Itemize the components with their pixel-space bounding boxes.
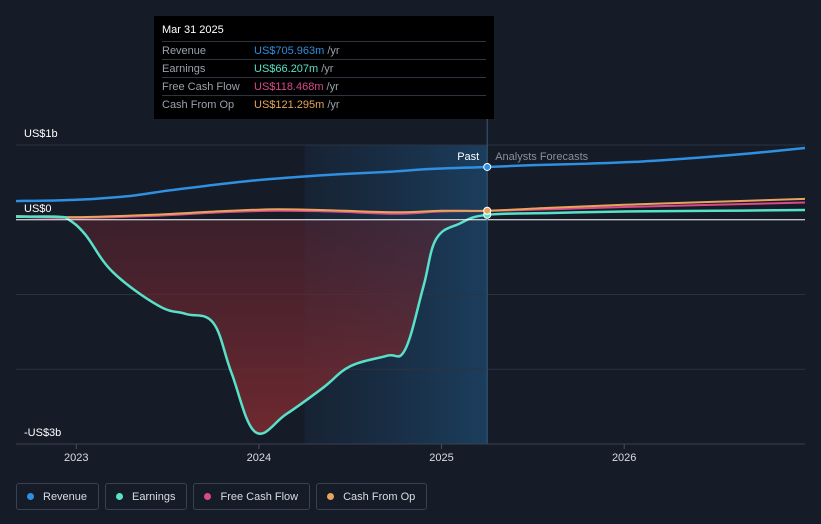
legend-label: Cash From Op	[343, 490, 416, 503]
tooltip-row-label: Cash From Op	[162, 98, 235, 111]
series-line-revenue	[15, 146, 806, 203]
earnings-negative-area	[16, 218, 488, 434]
tooltip-row-unit: /yr	[321, 62, 334, 75]
tooltip-row-label: Revenue	[162, 44, 207, 57]
legend-dot-icon	[27, 493, 34, 500]
tooltip-row-label: Earnings	[162, 62, 206, 75]
y-tick-label: US$1b	[24, 128, 58, 140]
series-line-free-cash-flow	[15, 201, 806, 219]
tooltip-row-label: Free Cash Flow	[162, 80, 240, 93]
y-tick-label: -US$3b	[24, 427, 61, 439]
legend-item-earnings[interactable]: Earnings	[105, 483, 188, 510]
legend-item-free-cash-flow[interactable]: Free Cash Flow	[193, 483, 311, 510]
tooltip-row-value: US$66.207m	[254, 62, 319, 75]
series-line-earnings	[15, 208, 806, 435]
tooltip-row: Revenue US$705.963m/yr	[162, 41, 486, 59]
legend-dot-icon	[327, 493, 335, 500]
tooltip-row-value: US$118.468m	[254, 80, 324, 93]
legend-label: Free Cash Flow	[220, 490, 299, 503]
past-label: Past	[457, 151, 479, 163]
legend-label: Earnings	[132, 490, 176, 503]
x-tick-label: 2023	[64, 452, 88, 464]
x-tick-label: 2024	[247, 452, 271, 464]
legend: Revenue Earnings Free Cash Flow Cash From O…	[16, 483, 428, 510]
legend-item-cash-from-op[interactable]: Cash From Op	[316, 483, 428, 510]
tooltip-row: Free Cash Flow US$118.468m/yr	[162, 77, 486, 95]
marker-cash-from-op	[483, 206, 492, 215]
legend-dot-icon	[204, 493, 212, 500]
x-tick-label: 2025	[429, 452, 453, 464]
series-line-cash-from-op	[15, 197, 806, 219]
x-tick-label: 2026	[612, 452, 636, 464]
tooltip-row: Earnings US$66.207m/yr	[162, 59, 486, 77]
marker-revenue	[483, 162, 492, 171]
legend-item-revenue[interactable]: Revenue	[16, 483, 100, 510]
tooltip-row-value: US$705.963m	[254, 44, 325, 57]
tooltip-date: Mar 31 2025	[162, 24, 224, 36]
tooltip-row: Cash From Op US$121.295m/yr	[162, 95, 486, 113]
tooltip: Mar 31 2025 Revenue US$705.963m/yr Earning…	[154, 16, 494, 119]
legend-label: Revenue	[43, 490, 88, 503]
tooltip-row-unit: /yr	[326, 80, 339, 93]
analysts-forecasts-label: Analysts Forecasts	[495, 151, 588, 163]
legend-dot-icon	[116, 493, 124, 500]
y-tick-label: US$0	[24, 203, 52, 215]
tooltip-row-unit: /yr	[327, 44, 340, 57]
tooltip-row-value: US$121.295m	[254, 98, 325, 111]
tooltip-row-unit: /yr	[327, 98, 340, 111]
